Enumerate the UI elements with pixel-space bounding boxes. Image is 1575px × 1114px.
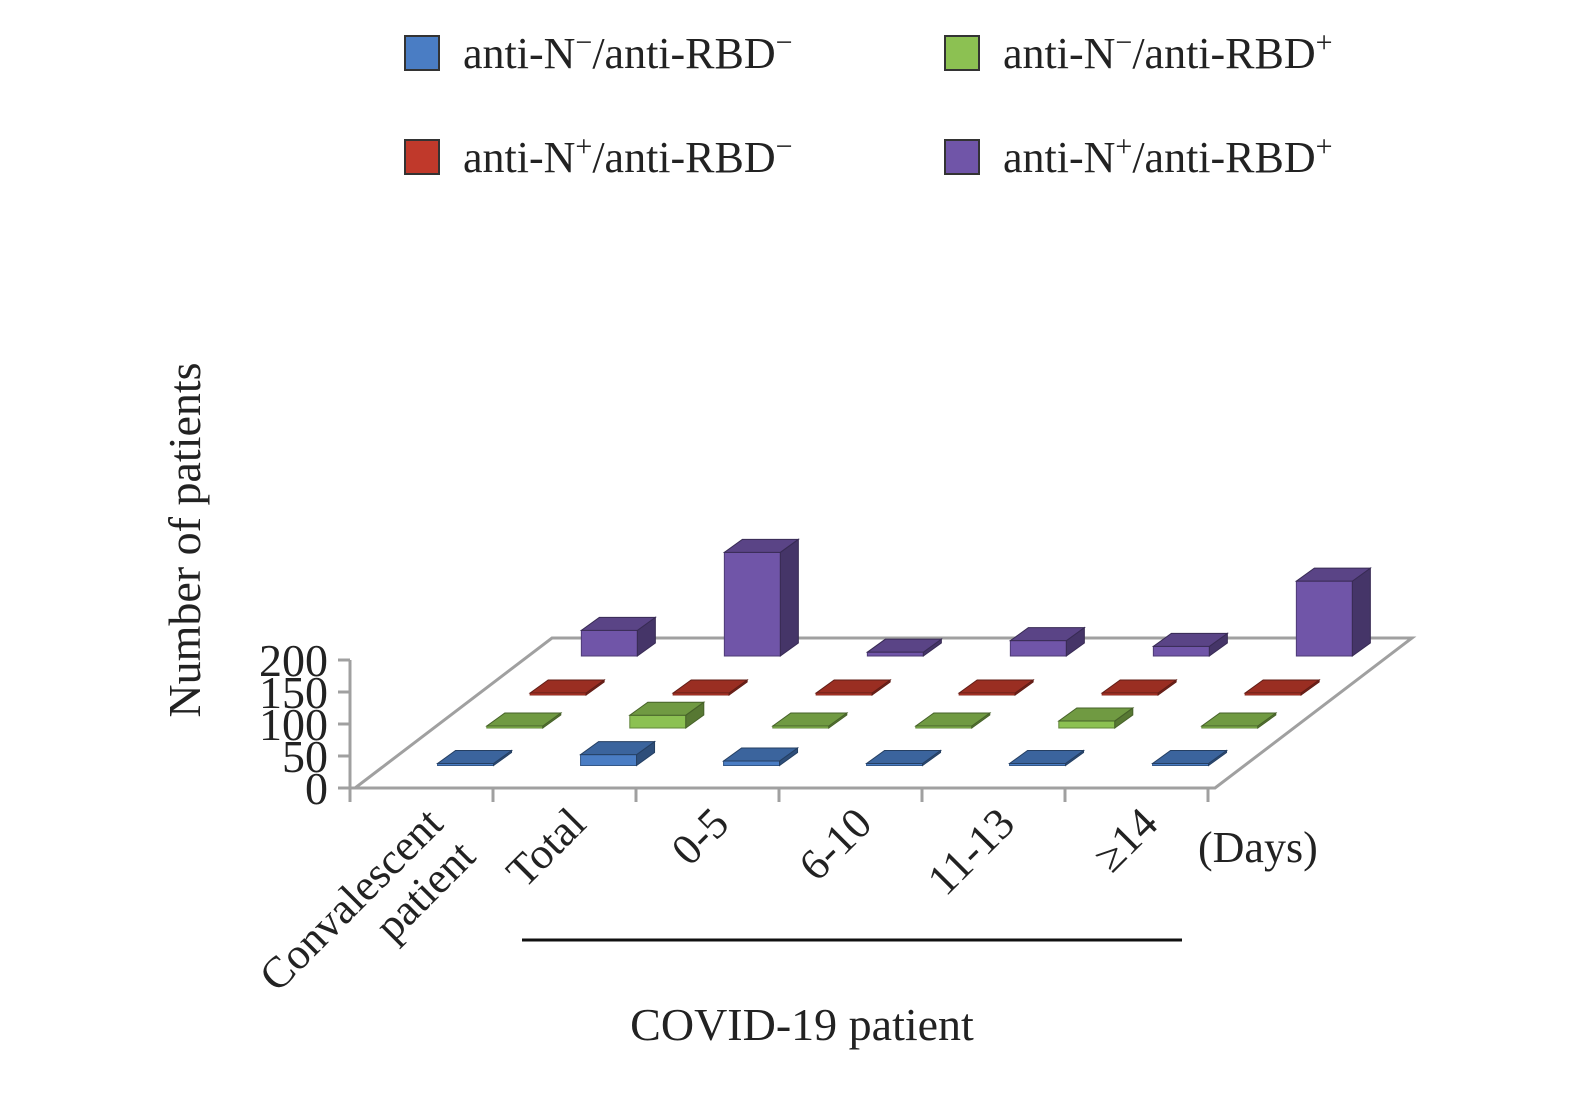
y-tick-label: 150 — [259, 667, 328, 718]
bar — [528, 679, 606, 696]
x-tick-label-line: Total — [497, 798, 595, 896]
bar — [914, 712, 992, 729]
legend-label: anti-N+/anti-RBD− — [463, 130, 793, 182]
bar — [814, 679, 892, 696]
legend-swatch — [404, 139, 440, 175]
x-tick-label: Total — [497, 798, 595, 896]
group-label: COVID-19 patient — [630, 999, 974, 1050]
days-unit-label: (Days) — [1198, 823, 1318, 872]
x-tick-label: 11-13 — [918, 798, 1024, 904]
legend: anti-N−/anti-RBD− anti-N−/anti-RBD+ anti-N… — [404, 26, 1333, 182]
bar — [1294, 567, 1372, 657]
legend-item: anti-N−/anti-RBD− — [404, 26, 793, 78]
legend-swatch — [944, 35, 980, 71]
bar — [671, 679, 749, 696]
x-tick-label-line: ≥14 — [1084, 798, 1167, 881]
bar — [485, 712, 563, 729]
legend-swatch — [404, 35, 440, 71]
y-tick-label: 100 — [259, 699, 328, 750]
y-tick-label: 50 — [282, 731, 328, 782]
bar — [436, 749, 514, 767]
legend-label: anti-N−/anti-RBD− — [463, 26, 793, 78]
bar — [722, 747, 800, 767]
bar — [1200, 712, 1278, 729]
bar — [579, 616, 657, 657]
x-tick-label: ≥14 — [1084, 798, 1167, 881]
x-tick-label: 0-5 — [662, 798, 738, 874]
bar — [1057, 706, 1135, 729]
bar — [628, 701, 706, 729]
bar — [1100, 679, 1178, 696]
bar — [1243, 679, 1321, 696]
y-tick-label: 0 — [305, 763, 328, 814]
x-tick-label-line: 11-13 — [918, 798, 1024, 904]
x-tick-label-line: 6-10 — [789, 798, 881, 890]
legend-label: anti-N+/anti-RBD+ — [1003, 130, 1333, 182]
x-tick-label: 6-10 — [789, 798, 881, 890]
bar — [1008, 626, 1086, 657]
y-axis-title: Number of patients — [159, 362, 210, 717]
legend-item: anti-N+/anti-RBD+ — [944, 130, 1333, 182]
x-tick-label-line: 0-5 — [662, 798, 738, 874]
bar — [865, 749, 943, 767]
bar — [1008, 749, 1086, 767]
bar — [722, 538, 800, 657]
legend-item: anti-N−/anti-RBD+ — [944, 26, 1333, 78]
bars — [436, 538, 1372, 767]
series-2 — [528, 679, 1321, 696]
legend-swatch — [944, 139, 980, 175]
y-tick-label: 200 — [259, 635, 328, 686]
legend-label: anti-N−/anti-RBD+ — [1003, 26, 1333, 78]
series-1 — [485, 701, 1278, 729]
bar — [579, 740, 657, 767]
bar — [1151, 632, 1229, 657]
bar — [957, 679, 1035, 696]
legend-item: anti-N+/anti-RBD− — [404, 130, 793, 182]
bar — [865, 638, 943, 657]
series-3 — [579, 538, 1372, 657]
series-0 — [436, 740, 1229, 767]
bar — [771, 712, 849, 729]
bar — [1151, 749, 1229, 767]
